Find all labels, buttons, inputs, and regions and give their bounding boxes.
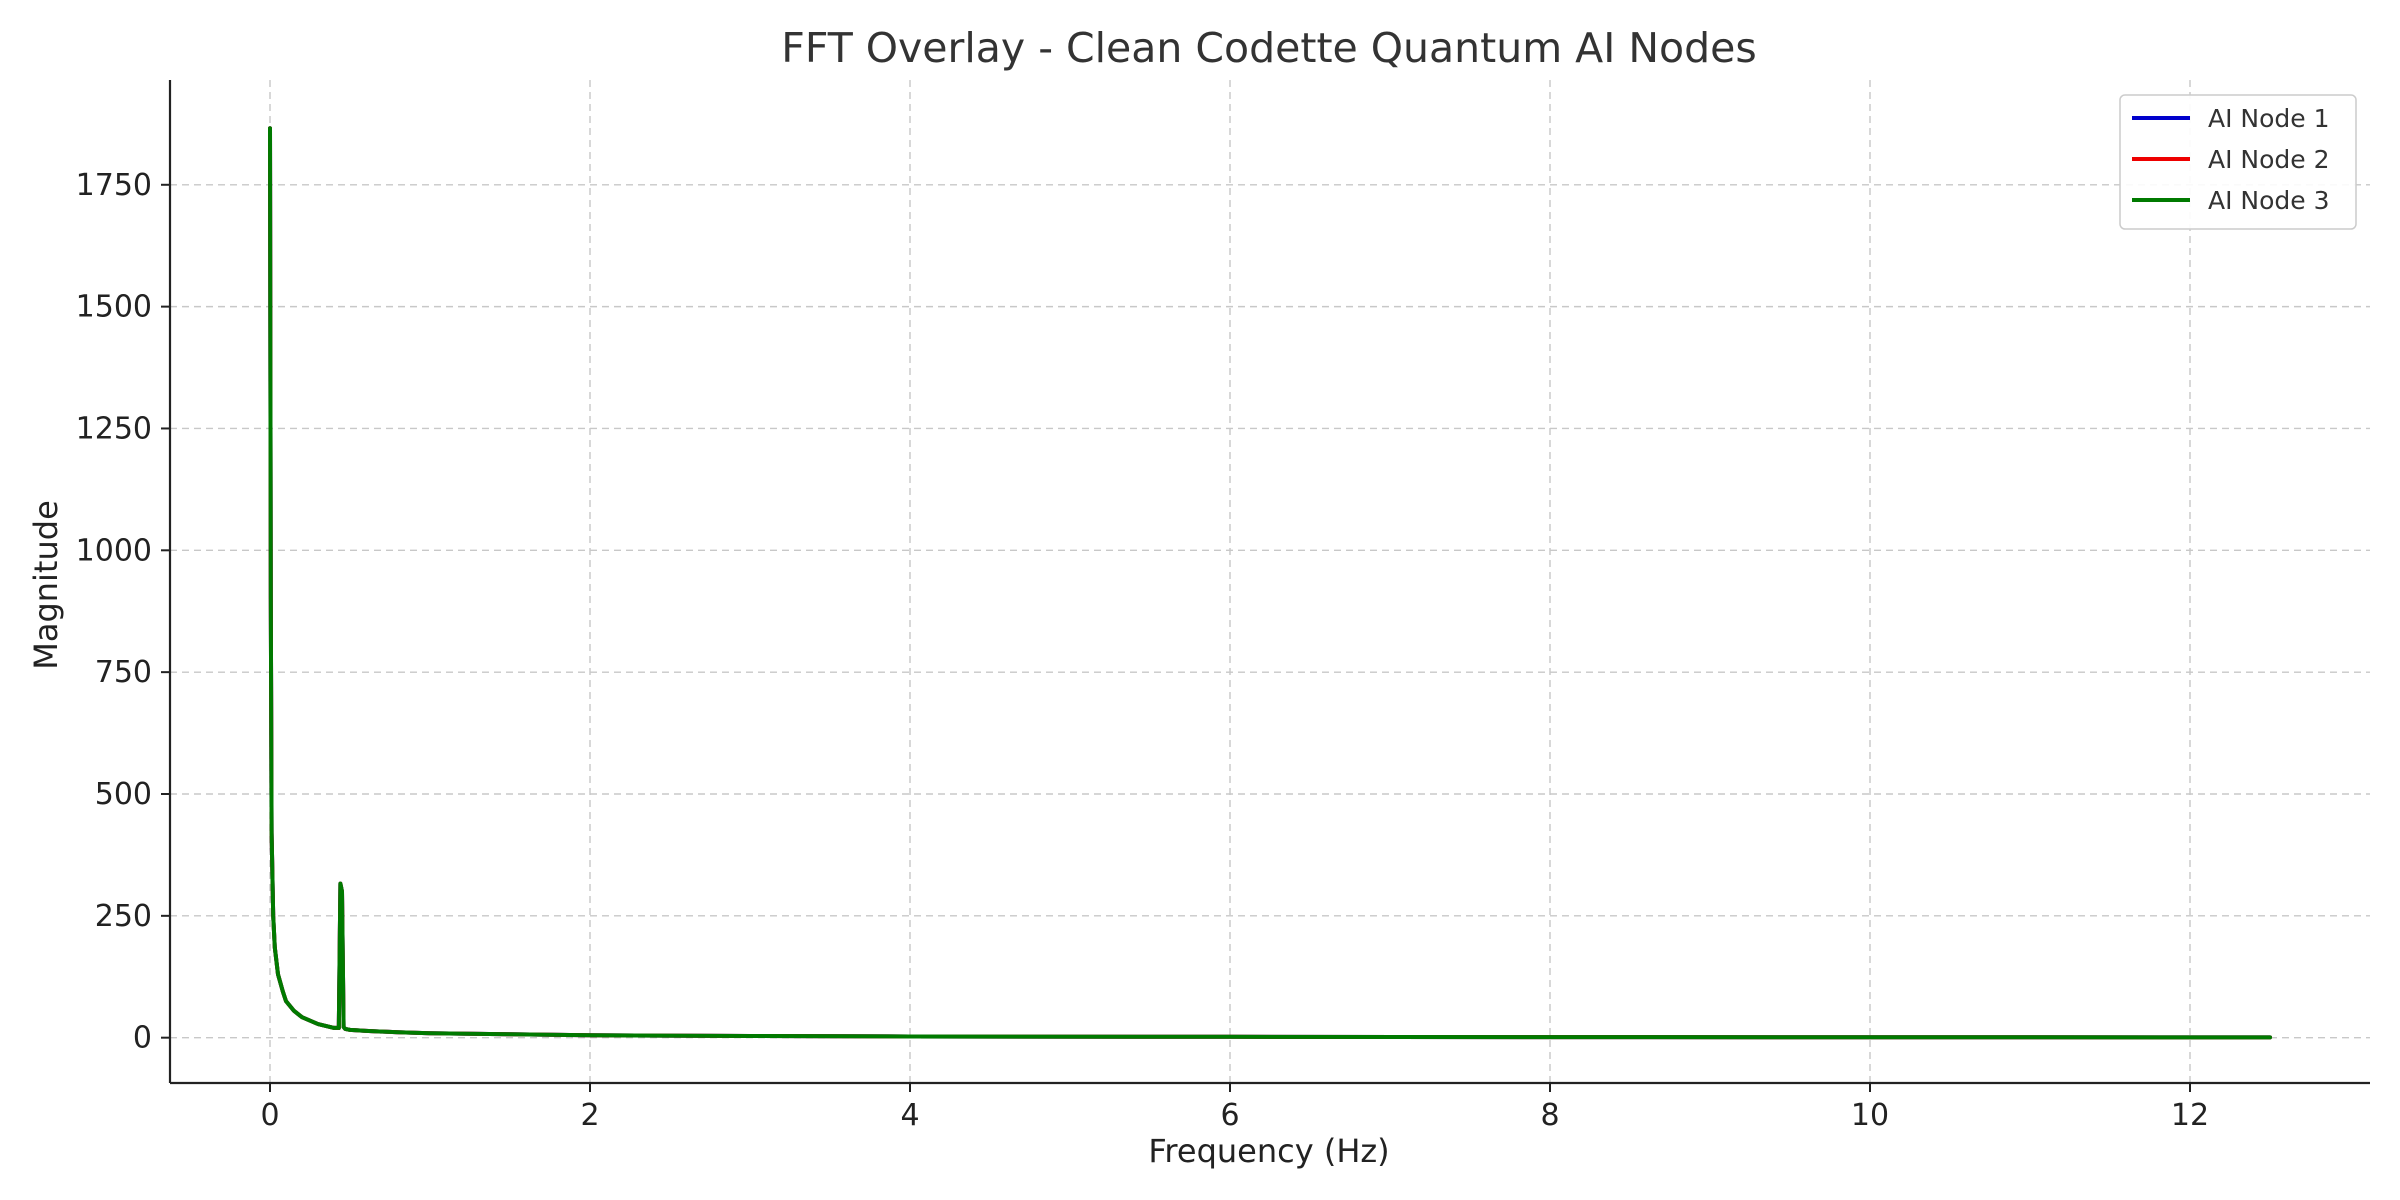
- chart-title: FFT Overlay - Clean Codette Quantum AI N…: [781, 24, 1756, 72]
- y-axis-label: Magnitude: [27, 500, 65, 670]
- x-tick-label: 8: [1540, 1098, 1559, 1133]
- x-tick-label: 12: [2171, 1098, 2209, 1133]
- x-ticks: 0 2 4 6 8 10 12: [260, 1083, 2209, 1133]
- x-tick-label: 10: [1851, 1098, 1889, 1133]
- series-line-ai-node-2: [268, 126, 2272, 1040]
- series-lines: [268, 126, 2272, 1040]
- legend-frame: [2119, 94, 2357, 230]
- legend-label-ai-node-3: AI Node 3: [2208, 186, 2330, 215]
- series-line-ai-node-3: [268, 126, 2272, 1040]
- y-tick-label: 1500: [76, 290, 152, 325]
- x-axis-label: Frequency (Hz): [1148, 1132, 1389, 1170]
- legend-label-ai-node-1: AI Node 1: [2208, 104, 2330, 133]
- series-line-ai-node-1: [268, 126, 2272, 1040]
- y-tick-label: 250: [95, 899, 152, 934]
- axes: [168, 80, 2370, 1085]
- y-tick-label: 0: [133, 1021, 152, 1056]
- legend-label-ai-node-2: AI Node 2: [2208, 145, 2330, 174]
- legend-entries: AI Node 1 AI Node 2 AI Node 3: [2132, 104, 2330, 215]
- y-tick-label: 1250: [76, 411, 152, 446]
- x-tick-label: 2: [580, 1098, 599, 1133]
- y-tick-label: 1000: [76, 533, 152, 568]
- x-tick-label: 0: [260, 1098, 279, 1133]
- y-ticks: 0 250 500 750 1000 1250 1500 1750: [76, 168, 170, 1056]
- legend: AI Node 1 AI Node 2 AI Node 3: [2119, 94, 2357, 230]
- grid: [170, 80, 2370, 1083]
- y-tick-label: 500: [95, 777, 152, 812]
- y-tick-label: 1750: [76, 168, 152, 203]
- x-tick-label: 6: [1220, 1098, 1239, 1133]
- x-tick-label: 4: [900, 1098, 919, 1133]
- y-tick-label: 750: [95, 655, 152, 690]
